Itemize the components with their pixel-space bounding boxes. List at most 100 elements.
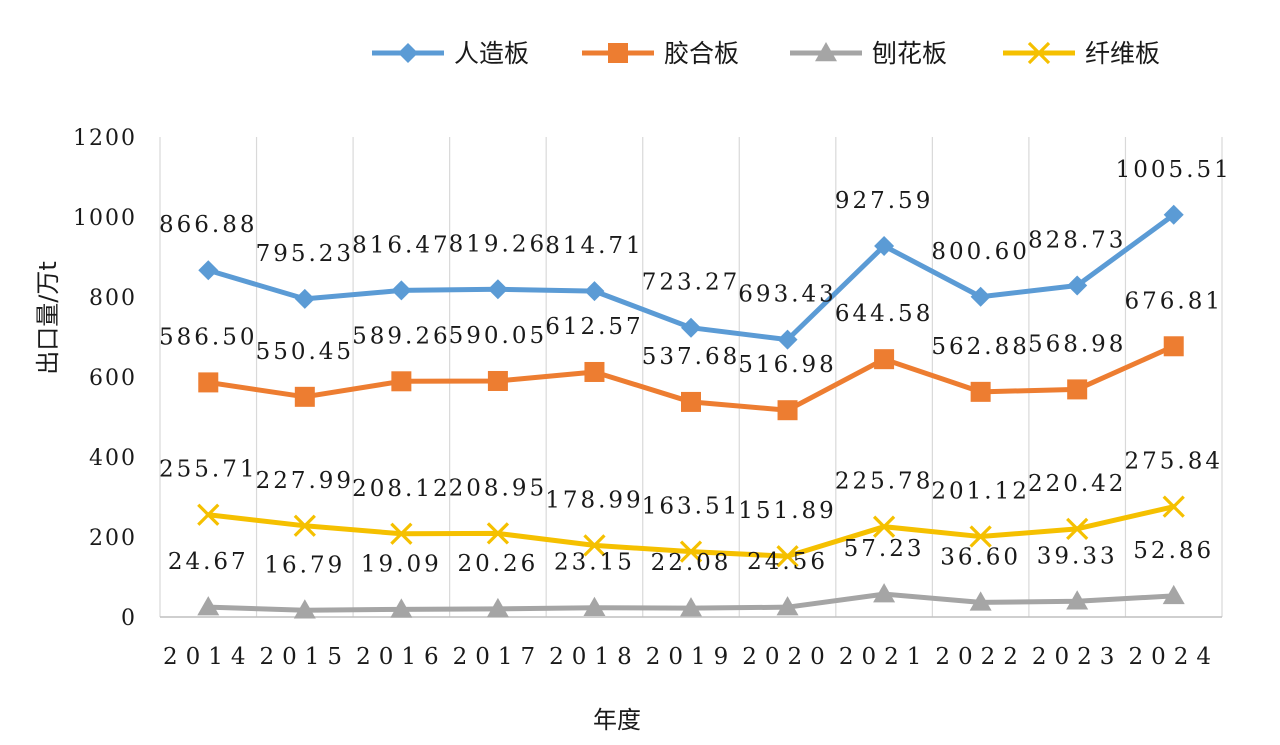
- data-label: 927.59: [835, 188, 933, 214]
- square-marker: [874, 349, 895, 370]
- data-label: 866.88: [159, 212, 257, 238]
- data-label: 676.81: [1124, 288, 1222, 314]
- x-marker: [197, 503, 220, 526]
- square-marker: [1163, 336, 1184, 357]
- legend-label: 纤维板: [1085, 39, 1160, 68]
- triangle-marker: [969, 591, 992, 611]
- x-marker: [969, 525, 992, 548]
- data-label: 568.98: [1028, 331, 1126, 357]
- square-marker: [1067, 379, 1088, 400]
- x-marker: [1027, 41, 1051, 65]
- square-marker: [487, 370, 508, 391]
- data-label: 562.88: [931, 334, 1029, 360]
- x-marker: [486, 522, 510, 545]
- diamond-marker: [487, 279, 508, 300]
- y-tick-label: 800: [89, 286, 137, 311]
- data-label: 819.26: [449, 231, 547, 257]
- x-marker: [1162, 495, 1185, 518]
- data-label: 255.71: [159, 457, 257, 483]
- data-label: 36.60: [940, 544, 1021, 570]
- square-marker: [608, 43, 628, 63]
- data-label: 516.98: [738, 352, 836, 378]
- diamond-marker: [294, 288, 315, 309]
- data-label: 23.15: [554, 550, 635, 576]
- data-label: 800.60: [931, 239, 1029, 265]
- data-label: 57.23: [844, 536, 925, 562]
- x-marker: [390, 522, 413, 545]
- x-marker: [583, 534, 606, 557]
- x-marker: [679, 540, 703, 563]
- diamond-marker: [398, 43, 418, 63]
- data-label: 24.67: [168, 549, 249, 575]
- x-tick-label: 2020: [742, 644, 833, 670]
- x-marker: [872, 515, 896, 538]
- x-tick-label: 2016: [356, 644, 447, 670]
- x-marker: [1066, 517, 1089, 540]
- diamond-marker: [970, 286, 991, 307]
- data-label: 20.26: [457, 551, 538, 577]
- diamond-marker: [584, 281, 605, 302]
- square-marker: [294, 386, 315, 407]
- data-label: 227.99: [256, 468, 354, 494]
- y-tick-label: 600: [89, 366, 137, 391]
- triangle-marker: [776, 596, 799, 616]
- triangle-marker: [583, 596, 606, 616]
- data-label: 612.57: [545, 314, 643, 340]
- triangle-marker: [293, 599, 316, 619]
- data-label: 816.47: [352, 232, 450, 258]
- triangle-marker: [486, 597, 509, 618]
- triangle-marker: [390, 598, 413, 618]
- x-tick-label: 2019: [646, 644, 737, 670]
- data-label: 1005.51: [1116, 157, 1232, 183]
- legend-label: 胶合板: [664, 39, 739, 68]
- triangle-marker: [1162, 584, 1185, 605]
- data-label: 828.73: [1028, 228, 1126, 254]
- data-label: 16.79: [264, 552, 345, 578]
- diamond-marker: [391, 280, 412, 301]
- x-tick-label: 2021: [839, 644, 930, 670]
- x-tick-label: 2024: [1128, 644, 1219, 670]
- legend-label: 人造板: [454, 39, 529, 68]
- y-axis: 0 200 400 600 800 1000 1200: [73, 126, 137, 631]
- data-label: 19.09: [361, 551, 442, 577]
- y-tick-label: 0: [121, 606, 137, 631]
- triangle-marker: [815, 42, 837, 62]
- data-label: 208.12: [352, 476, 450, 502]
- data-label: 201.12: [931, 479, 1029, 505]
- data-label: 590.05: [449, 323, 547, 349]
- square-marker: [681, 391, 701, 412]
- triangle-marker: [1066, 590, 1089, 610]
- series-group: [197, 204, 1185, 619]
- data-label: 178.99: [545, 487, 643, 513]
- diamond-marker: [1163, 204, 1184, 225]
- data-label: 586.50: [159, 324, 257, 350]
- y-tick-label: 400: [89, 446, 137, 471]
- data-label: 151.89: [738, 498, 836, 524]
- x-axis-title: 年度: [593, 706, 641, 734]
- y-tick-label: 1200: [73, 126, 137, 151]
- diamond-marker: [1067, 275, 1088, 296]
- triangle-marker: [197, 596, 220, 616]
- diamond-marker: [198, 260, 219, 281]
- data-label: 537.68: [642, 344, 740, 370]
- data-label: 550.45: [256, 339, 354, 365]
- square-marker: [198, 372, 219, 393]
- square-marker: [970, 381, 991, 402]
- data-label: 52.86: [1133, 538, 1214, 564]
- data-label: 225.78: [835, 469, 933, 495]
- x-marker: [293, 514, 316, 537]
- data-label: 723.27: [642, 270, 740, 296]
- x-tick-label: 2017: [453, 644, 544, 670]
- data-label: 22.08: [651, 550, 732, 576]
- x-tick-label: 2015: [260, 644, 351, 670]
- data-label: 589.26: [352, 323, 450, 349]
- x-tick-label: 2014: [163, 644, 254, 670]
- data-label: 39.33: [1037, 543, 1118, 569]
- triangle-marker: [873, 583, 896, 603]
- legend: 人造板 胶合板 刨花板 纤维板: [372, 39, 1160, 68]
- y-tick-label: 200: [89, 526, 137, 551]
- data-label: 693.43: [738, 282, 836, 308]
- x-axis: 2014 2015 2016 2017 2018 2019 2020 2021 2022 2023…: [163, 644, 1219, 670]
